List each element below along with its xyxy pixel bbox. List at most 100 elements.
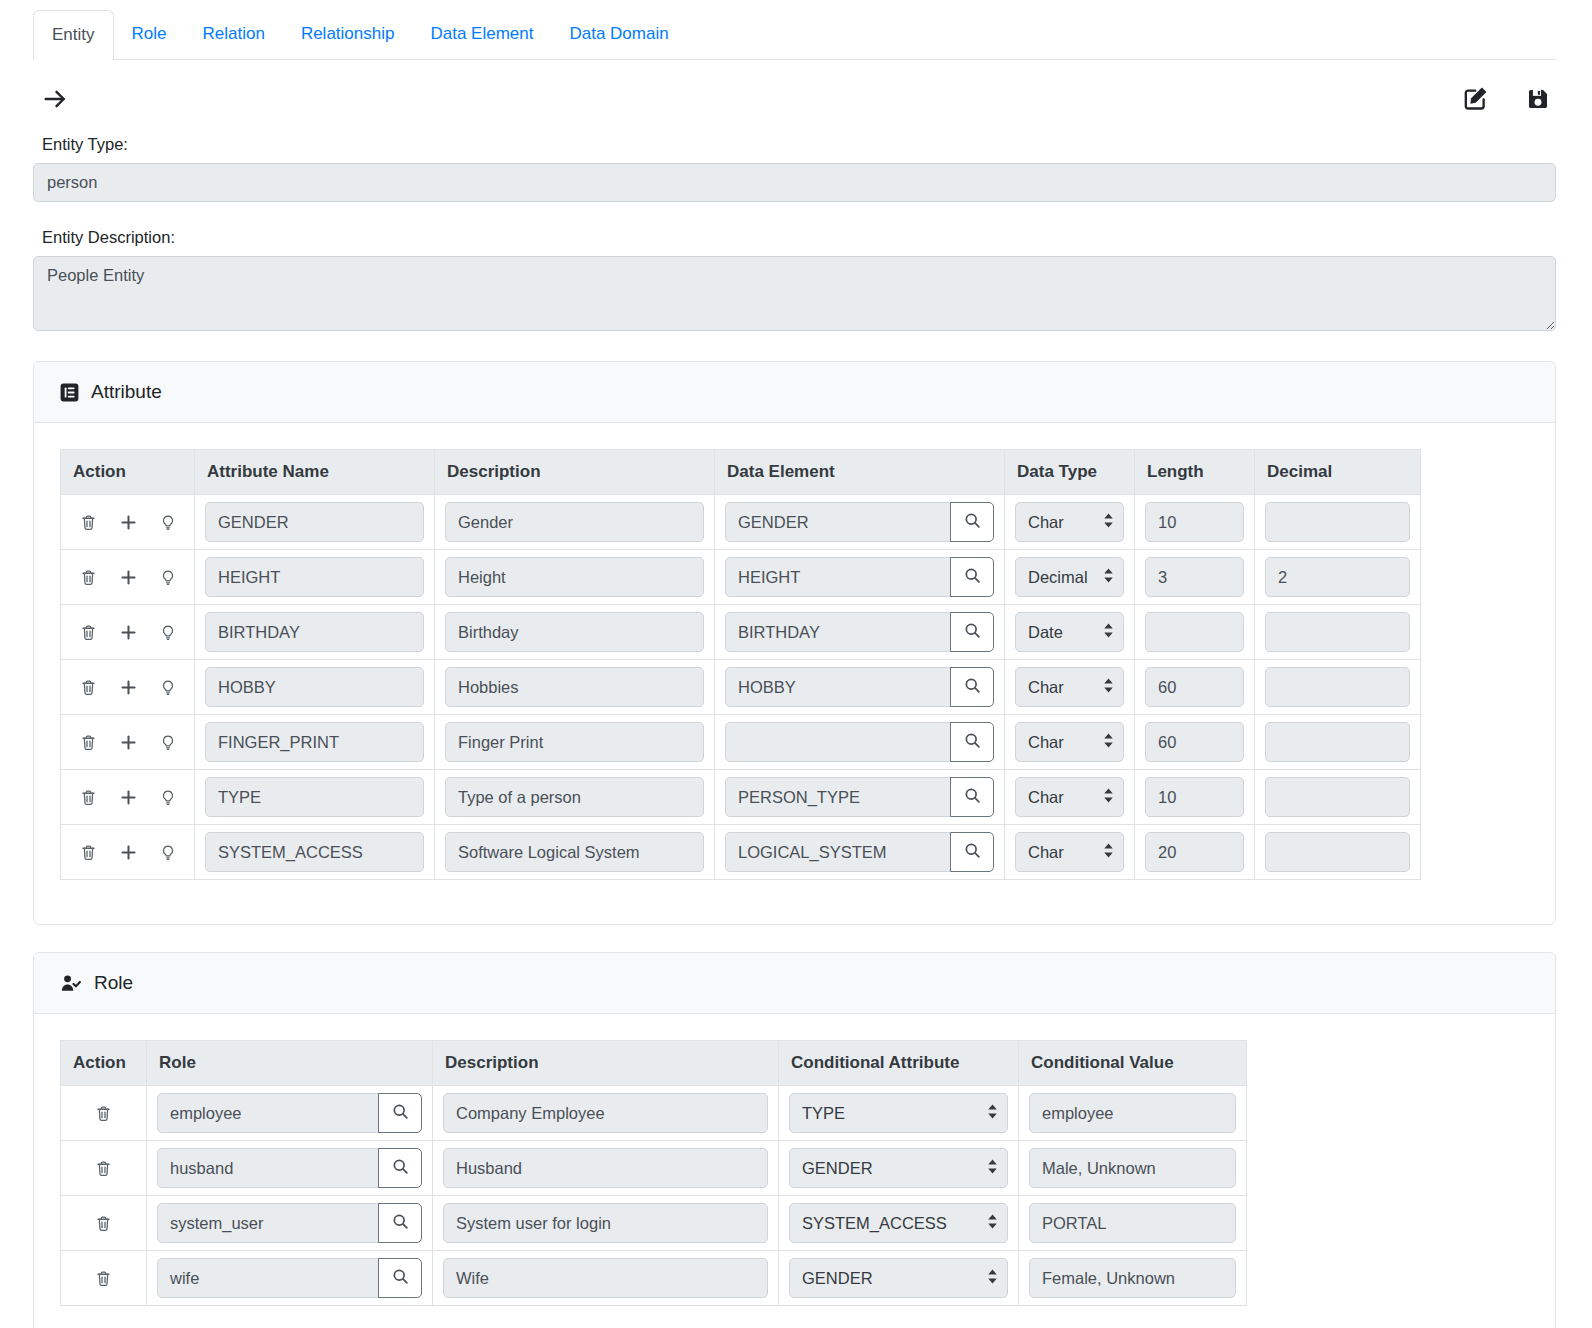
data-type-select[interactable]: Char [1015,502,1124,542]
conditional-attribute-select[interactable]: GENDER [789,1258,1008,1298]
delete-role-button[interactable] [95,1160,112,1177]
data-element-input[interactable] [725,612,951,652]
attribute-info-button[interactable] [160,844,176,861]
delete-attribute-button[interactable] [80,734,97,751]
entity-description-textarea[interactable] [33,256,1556,331]
add-attribute-button[interactable] [120,844,137,861]
tab-data-domain[interactable]: Data Domain [551,10,686,60]
attribute-name-input[interactable] [205,722,424,762]
attribute-description-input[interactable] [445,832,704,872]
conditional-value-input[interactable] [1029,1148,1236,1188]
save-button[interactable] [1526,87,1550,111]
attribute-description-input[interactable] [445,722,704,762]
delete-role-button[interactable] [95,1105,112,1122]
data-element-search-button[interactable] [950,832,994,872]
role-search-button[interactable] [378,1093,422,1133]
attribute-name-input[interactable] [205,502,424,542]
data-type-select[interactable]: Date [1015,612,1124,652]
attribute-description-input[interactable] [445,557,704,597]
attribute-name-input[interactable] [205,557,424,597]
role-description-input[interactable] [443,1258,768,1298]
add-attribute-button[interactable] [120,514,137,531]
delete-attribute-button[interactable] [80,569,97,586]
role-description-input[interactable] [443,1093,768,1133]
length-input[interactable] [1145,612,1244,652]
conditional-attribute-select[interactable]: TYPE [789,1093,1008,1133]
data-type-select[interactable]: Char [1015,832,1124,872]
length-input[interactable] [1145,832,1244,872]
attribute-description-input[interactable] [445,502,704,542]
attribute-description-input[interactable] [445,612,704,652]
decimal-input[interactable] [1265,557,1410,597]
length-input[interactable] [1145,557,1244,597]
attribute-name-input[interactable] [205,832,424,872]
add-attribute-button[interactable] [120,569,137,586]
data-element-input[interactable] [725,557,951,597]
delete-role-button[interactable] [95,1215,112,1232]
entity-type-input[interactable] [33,163,1556,202]
data-type-select[interactable]: Decimal [1015,557,1124,597]
role-search-button[interactable] [378,1148,422,1188]
tab-relationship[interactable]: Relationship [283,10,413,60]
role-search-button[interactable] [378,1203,422,1243]
data-type-select[interactable]: Char [1015,722,1124,762]
role-input[interactable] [157,1258,379,1298]
data-type-select[interactable]: Char [1015,667,1124,707]
decimal-input[interactable] [1265,722,1410,762]
decimal-input[interactable] [1265,667,1410,707]
data-element-search-button[interactable] [950,557,994,597]
attribute-name-input[interactable] [205,612,424,652]
data-type-select[interactable]: Char [1015,777,1124,817]
data-element-search-button[interactable] [950,502,994,542]
role-description-input[interactable] [443,1148,768,1188]
attribute-info-button[interactable] [160,569,176,586]
conditional-value-input[interactable] [1029,1093,1236,1133]
add-attribute-button[interactable] [120,789,137,806]
role-description-input[interactable] [443,1203,768,1243]
length-input[interactable] [1145,777,1244,817]
conditional-attribute-select[interactable]: SYSTEM_ACCESS [789,1203,1008,1243]
data-element-input[interactable] [725,832,951,872]
add-attribute-button[interactable] [120,679,137,696]
attribute-info-button[interactable] [160,514,176,531]
edit-button[interactable] [1463,86,1488,111]
conditional-value-input[interactable] [1029,1258,1236,1298]
tab-relation[interactable]: Relation [185,10,283,60]
delete-attribute-button[interactable] [80,789,97,806]
attribute-name-input[interactable] [205,777,424,817]
data-element-input[interactable] [725,502,951,542]
tab-entity[interactable]: Entity [33,10,114,60]
tab-role[interactable]: Role [114,10,185,60]
attribute-description-input[interactable] [445,667,704,707]
attribute-info-button[interactable] [160,734,176,751]
data-element-input[interactable] [725,722,951,762]
attribute-name-input[interactable] [205,667,424,707]
length-input[interactable] [1145,502,1244,542]
data-element-input[interactable] [725,777,951,817]
delete-role-button[interactable] [95,1270,112,1287]
delete-attribute-button[interactable] [80,844,97,861]
length-input[interactable] [1145,722,1244,762]
delete-attribute-button[interactable] [80,624,97,641]
role-input[interactable] [157,1148,379,1188]
data-element-search-button[interactable] [950,667,994,707]
delete-attribute-button[interactable] [80,514,97,531]
conditional-attribute-select[interactable]: GENDER [789,1148,1008,1188]
decimal-input[interactable] [1265,612,1410,652]
arrow-right-button[interactable] [43,87,67,111]
tab-data-element[interactable]: Data Element [412,10,551,60]
attribute-description-input[interactable] [445,777,704,817]
add-attribute-button[interactable] [120,624,137,641]
length-input[interactable] [1145,667,1244,707]
data-element-search-button[interactable] [950,777,994,817]
decimal-input[interactable] [1265,832,1410,872]
conditional-value-input[interactable] [1029,1203,1236,1243]
attribute-info-button[interactable] [160,679,176,696]
add-attribute-button[interactable] [120,734,137,751]
role-input[interactable] [157,1093,379,1133]
data-element-search-button[interactable] [950,612,994,652]
delete-attribute-button[interactable] [80,679,97,696]
attribute-info-button[interactable] [160,789,176,806]
data-element-input[interactable] [725,667,951,707]
role-input[interactable] [157,1203,379,1243]
